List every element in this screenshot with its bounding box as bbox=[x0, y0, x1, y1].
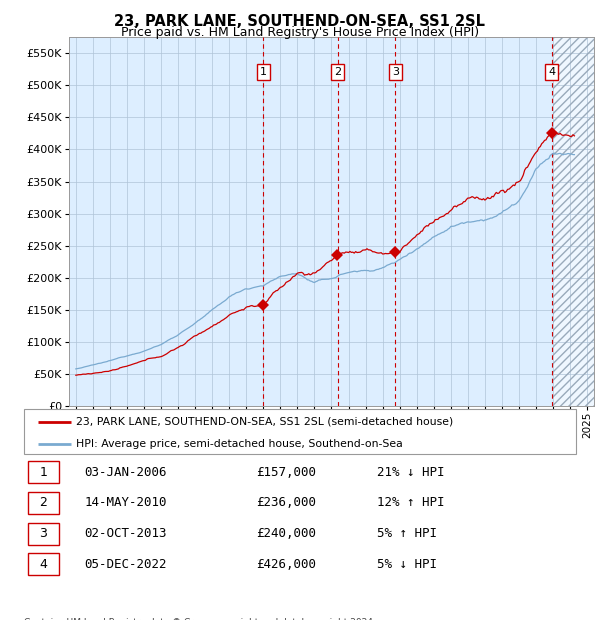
Text: £426,000: £426,000 bbox=[256, 558, 316, 571]
FancyBboxPatch shape bbox=[24, 409, 576, 454]
Text: Price paid vs. HM Land Registry's House Price Index (HPI): Price paid vs. HM Land Registry's House … bbox=[121, 26, 479, 39]
Text: 12% ↑ HPI: 12% ↑ HPI bbox=[377, 497, 445, 510]
Text: 2: 2 bbox=[40, 497, 47, 510]
Text: 5% ↑ HPI: 5% ↑ HPI bbox=[377, 527, 437, 540]
Bar bbox=[553, 37, 598, 406]
Bar bbox=[553, 37, 598, 406]
Text: 5% ↓ HPI: 5% ↓ HPI bbox=[377, 558, 437, 571]
Text: 2: 2 bbox=[334, 67, 341, 78]
Text: £157,000: £157,000 bbox=[256, 466, 316, 479]
Text: Contains HM Land Registry data © Crown copyright and database right 2024.
This d: Contains HM Land Registry data © Crown c… bbox=[24, 618, 376, 620]
Text: £240,000: £240,000 bbox=[256, 527, 316, 540]
Text: £236,000: £236,000 bbox=[256, 497, 316, 510]
FancyBboxPatch shape bbox=[28, 461, 59, 484]
Text: 14-MAY-2010: 14-MAY-2010 bbox=[85, 497, 167, 510]
Text: 05-DEC-2022: 05-DEC-2022 bbox=[85, 558, 167, 571]
Text: 4: 4 bbox=[40, 558, 47, 571]
Text: 03-JAN-2006: 03-JAN-2006 bbox=[85, 466, 167, 479]
Text: 3: 3 bbox=[40, 527, 47, 540]
Text: 1: 1 bbox=[40, 466, 47, 479]
Text: 23, PARK LANE, SOUTHEND-ON-SEA, SS1 2SL: 23, PARK LANE, SOUTHEND-ON-SEA, SS1 2SL bbox=[115, 14, 485, 29]
Text: 02-OCT-2013: 02-OCT-2013 bbox=[85, 527, 167, 540]
Text: 3: 3 bbox=[392, 67, 399, 78]
FancyBboxPatch shape bbox=[28, 523, 59, 545]
Text: HPI: Average price, semi-detached house, Southend-on-Sea: HPI: Average price, semi-detached house,… bbox=[76, 439, 403, 449]
Text: 21% ↓ HPI: 21% ↓ HPI bbox=[377, 466, 445, 479]
FancyBboxPatch shape bbox=[28, 492, 59, 514]
Text: 23, PARK LANE, SOUTHEND-ON-SEA, SS1 2SL (semi-detached house): 23, PARK LANE, SOUTHEND-ON-SEA, SS1 2SL … bbox=[76, 417, 454, 427]
Text: 1: 1 bbox=[260, 67, 267, 78]
Text: 4: 4 bbox=[548, 67, 555, 78]
FancyBboxPatch shape bbox=[28, 553, 59, 575]
